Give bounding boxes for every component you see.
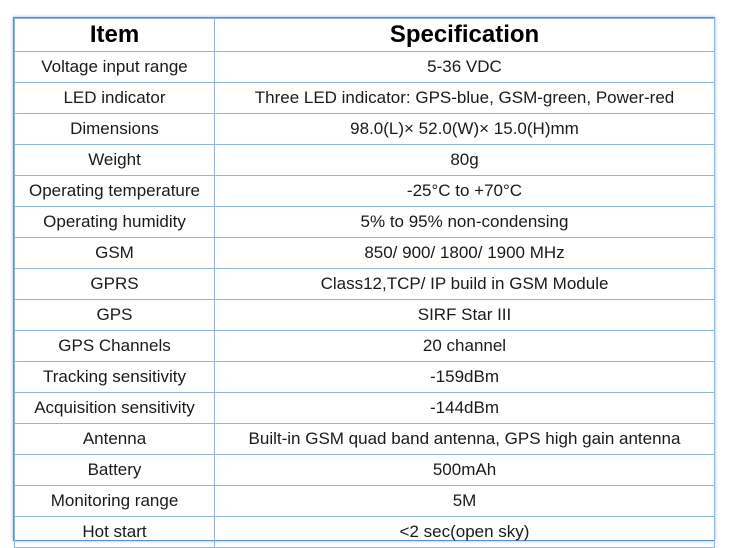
table-row: Operating temperature -25°C to +70°C — [14, 175, 715, 207]
item-cell: Operating temperature — [14, 175, 215, 207]
spec-cell: -144dBm — [214, 392, 715, 424]
table-row: Battery 500mAh — [14, 454, 715, 486]
header-specification: Specification — [214, 18, 715, 52]
spec-cell: 5-36 VDC — [214, 51, 715, 83]
table-row: LED indicator Three LED indicator: GPS-b… — [14, 82, 715, 114]
table-row: Voltage input range 5-36 VDC — [14, 51, 715, 83]
spec-cell: 80g — [214, 144, 715, 176]
item-cell: Battery — [14, 454, 215, 486]
table-row: Monitoring range 5M — [14, 485, 715, 517]
item-cell: Voltage input range — [14, 51, 215, 83]
spec-cell: 5% to 95% non-condensing — [214, 206, 715, 238]
table-header-row: Item Specification — [14, 18, 715, 52]
spec-cell: Built-in GSM quad band antenna, GPS high… — [214, 423, 715, 455]
item-cell: Dimensions — [14, 113, 215, 145]
item-cell: Operating humidity — [14, 206, 215, 238]
item-cell: Antenna — [14, 423, 215, 455]
spec-cell: -159dBm — [214, 361, 715, 393]
table-row: Acquisition sensitivity -144dBm — [14, 392, 715, 424]
spec-cell: <2 sec(open sky) — [214, 516, 715, 548]
table-row: Tracking sensitivity -159dBm — [14, 361, 715, 393]
table-row: Weight 80g — [14, 144, 715, 176]
item-cell: GSM — [14, 237, 215, 269]
table-row: Dimensions 98.0(L)× 52.0(W)× 15.0(H)mm — [14, 113, 715, 145]
table-row: GPS SIRF Star III — [14, 299, 715, 331]
item-cell: LED indicator — [14, 82, 215, 114]
spec-cell: 5M — [214, 485, 715, 517]
spec-cell: 20 channel — [214, 330, 715, 362]
spec-table: Item Specification Voltage input range 5… — [14, 18, 715, 548]
item-cell: Acquisition sensitivity — [14, 392, 215, 424]
item-cell: Monitoring range — [14, 485, 215, 517]
table-row: GPS Channels 20 channel — [14, 330, 715, 362]
spec-cell: Class12,TCP/ IP build in GSM Module — [214, 268, 715, 300]
item-cell: Weight — [14, 144, 215, 176]
spec-cell: 98.0(L)× 52.0(W)× 15.0(H)mm — [214, 113, 715, 145]
item-cell: Tracking sensitivity — [14, 361, 215, 393]
table-row: Antenna Built-in GSM quad band antenna, … — [14, 423, 715, 455]
spec-cell: Three LED indicator: GPS-blue, GSM-green… — [214, 82, 715, 114]
spec-cell: 850/ 900/ 1800/ 1900 MHz — [214, 237, 715, 269]
table-row: GPRS Class12,TCP/ IP build in GSM Module — [14, 268, 715, 300]
header-item: Item — [14, 18, 215, 52]
spec-cell: SIRF Star III — [214, 299, 715, 331]
spec-table-frame: Item Specification Voltage input range 5… — [13, 17, 715, 548]
item-cell: GPS Channels — [14, 330, 215, 362]
item-cell: GPS — [14, 299, 215, 331]
item-cell: Hot start — [14, 516, 215, 548]
table-row: Operating humidity 5% to 95% non-condens… — [14, 206, 715, 238]
item-cell: GPRS — [14, 268, 215, 300]
table-row: Hot start <2 sec(open sky) — [14, 516, 715, 548]
table-row: GSM 850/ 900/ 1800/ 1900 MHz — [14, 237, 715, 269]
spec-cell: 500mAh — [214, 454, 715, 486]
spec-cell: -25°C to +70°C — [214, 175, 715, 207]
